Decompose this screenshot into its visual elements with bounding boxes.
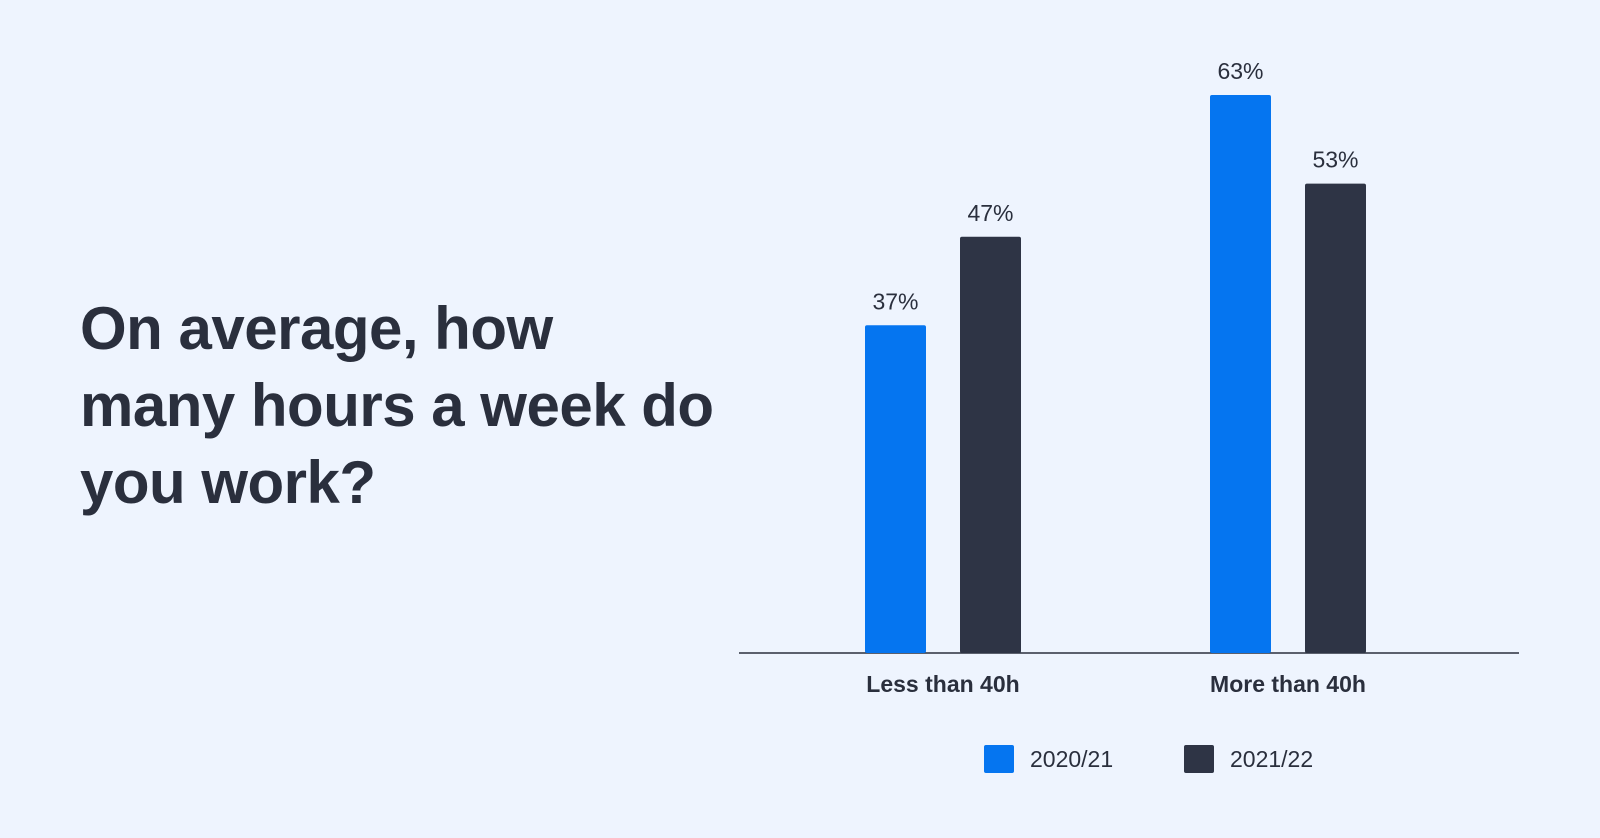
bar xyxy=(960,236,1021,653)
value-label: 63% xyxy=(1217,58,1263,84)
bar xyxy=(865,325,926,653)
x-tick-label: More than 40h xyxy=(1210,671,1366,697)
chart-title: On average, how many hours a week do you… xyxy=(80,295,714,516)
bar xyxy=(1210,95,1271,653)
legend-swatch xyxy=(1184,745,1214,773)
value-label: 47% xyxy=(967,200,1013,226)
legend-swatch xyxy=(984,745,1014,773)
legend-label: 2020/21 xyxy=(1030,746,1113,772)
x-tick-label: Less than 40h xyxy=(866,671,1019,697)
value-label: 37% xyxy=(872,288,918,314)
value-label: 53% xyxy=(1312,147,1358,173)
bar xyxy=(1305,183,1366,654)
legend-label: 2021/22 xyxy=(1230,746,1313,772)
